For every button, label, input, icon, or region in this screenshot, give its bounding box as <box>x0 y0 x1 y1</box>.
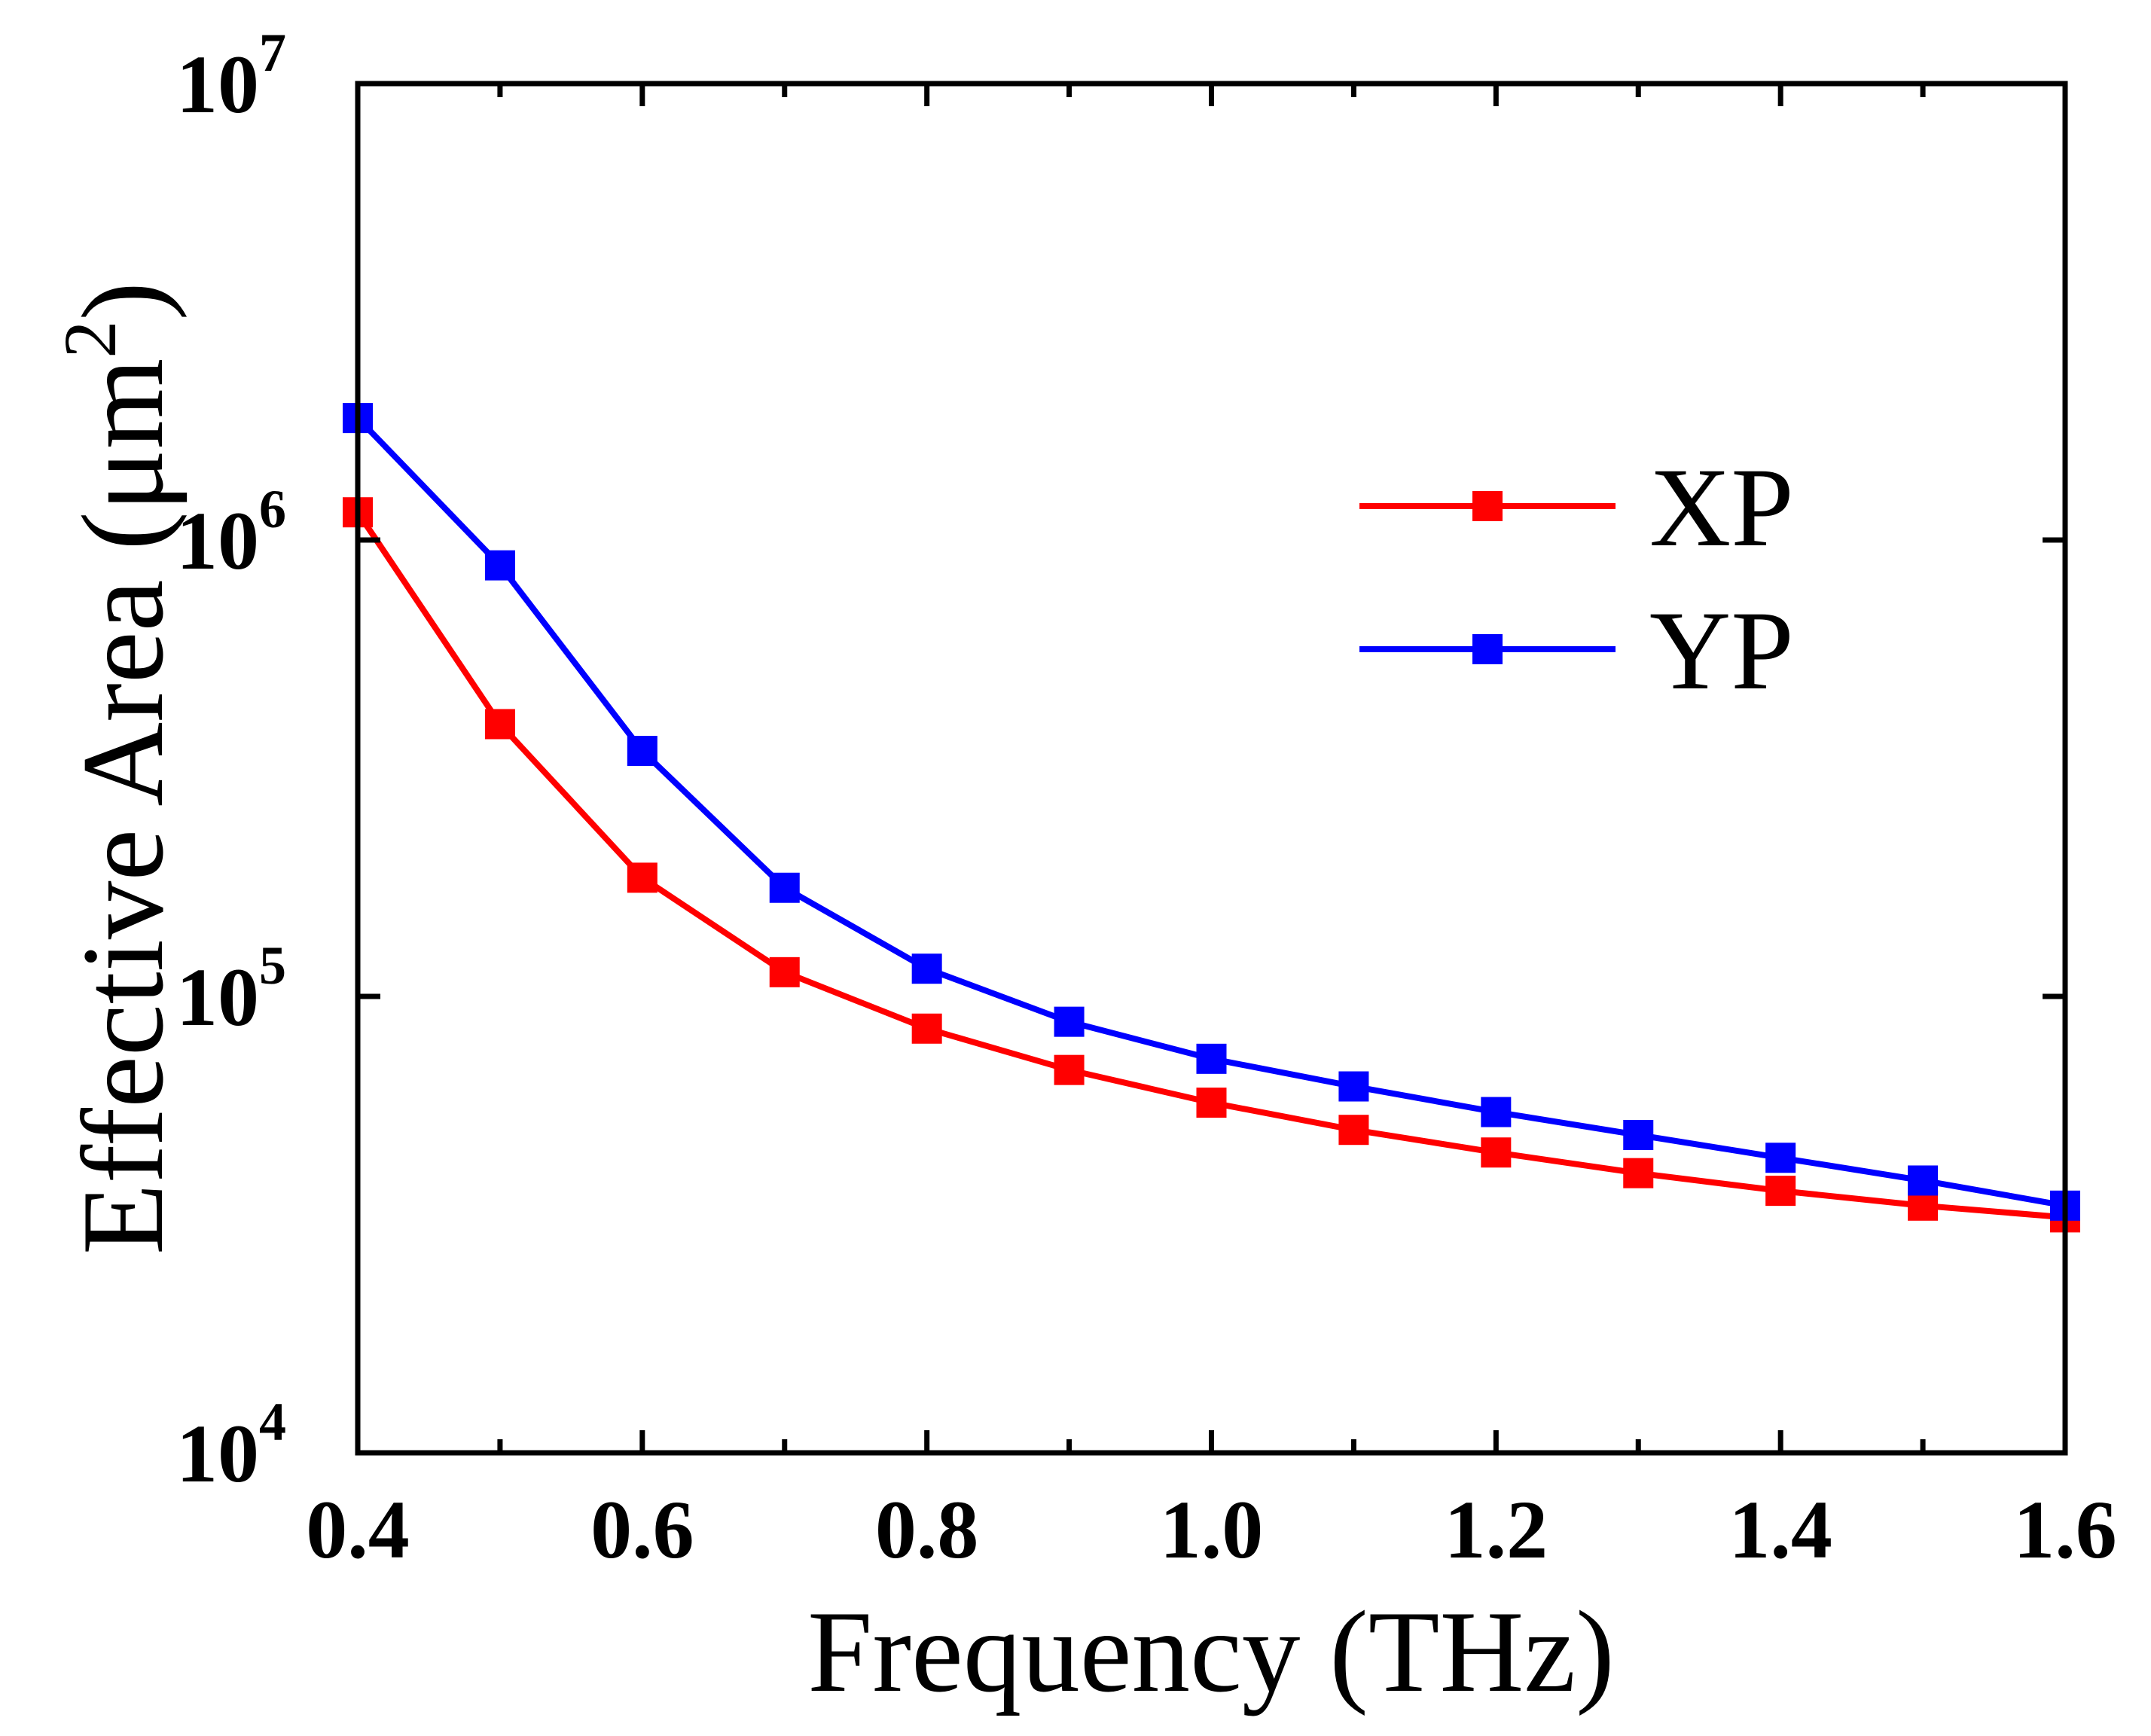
legend-marker-yp <box>1472 634 1503 664</box>
x-tick-label: 1.6 <box>2013 1484 2117 1576</box>
x-tick-label: 1.4 <box>1728 1484 1832 1576</box>
y-tick-label: 107 <box>176 23 286 130</box>
series-point-xp <box>1908 1190 1939 1221</box>
x-tick-label: 0.6 <box>590 1484 694 1576</box>
y-axis-title: Effective Area (μm2) <box>48 282 188 1255</box>
series-point-xp <box>1338 1115 1369 1146</box>
x-axis-ticks <box>355 84 2068 1453</box>
series-point-yp <box>1908 1165 1939 1196</box>
y-tick-label-exponent: 5 <box>259 935 286 996</box>
series-point-yp <box>1054 1006 1085 1037</box>
y-axis-title-exponent: 2 <box>48 321 132 358</box>
x-tick-label: 0.8 <box>875 1484 979 1576</box>
series-point-yp <box>1623 1120 1654 1151</box>
series-point-xp <box>484 709 515 740</box>
series-point-xp <box>1623 1158 1654 1188</box>
series-point-yp <box>1338 1071 1369 1102</box>
y-tick-label-exponent: 6 <box>259 479 286 539</box>
series-point-yp <box>627 736 658 767</box>
series-point-yp <box>769 872 800 903</box>
legend-label-xp: XP <box>1649 445 1794 570</box>
x-tick-label: 0.4 <box>306 1484 410 1576</box>
y-tick-label-exponent: 4 <box>259 1392 286 1452</box>
legend-marker-xp <box>1472 491 1503 521</box>
x-tick-label: 1.2 <box>1445 1484 1548 1576</box>
y-tick-label-base: 10 <box>176 1408 259 1500</box>
y-axis-title-suffix: ) <box>58 282 188 321</box>
y-axis-ticks <box>358 81 2065 1456</box>
plot-frame <box>355 81 2068 1456</box>
series-point-yp <box>484 550 515 581</box>
x-tick-label: 1.0 <box>1160 1484 1264 1576</box>
series-point-yp <box>1765 1143 1796 1173</box>
series-point-yp <box>1481 1097 1512 1127</box>
x-axis-tick-labels: 0.4 0.6 0.8 1.0 1.2 1.4 1.6 <box>306 1484 2117 1576</box>
y-axis-title-prefix: Effective Area ( <box>58 511 188 1255</box>
series-point-xp <box>1054 1054 1085 1085</box>
y-tick-label: 105 <box>176 935 286 1043</box>
series-point-xp <box>911 1013 942 1044</box>
series-point-yp <box>911 953 942 984</box>
series-point-xp <box>1481 1137 1512 1168</box>
y-tick-label-base: 10 <box>176 38 259 130</box>
series-point-xp <box>1765 1176 1796 1207</box>
y-tick-label-base: 10 <box>176 495 259 587</box>
y-tick-label: 106 <box>176 479 286 587</box>
series-point-xp <box>1196 1088 1227 1118</box>
y-tick-label-exponent: 7 <box>259 23 286 83</box>
legend-label-yp: YP <box>1649 588 1794 713</box>
series-point-yp <box>1196 1043 1227 1074</box>
y-tick-label-base: 10 <box>176 951 259 1043</box>
plot-markers <box>343 403 2080 1233</box>
series-line-yp <box>355 416 2066 1209</box>
x-axis-title: Frequency (THz) <box>807 1587 1615 1716</box>
y-tick-label: 104 <box>176 1392 286 1500</box>
legend: XP YP <box>1359 445 1794 713</box>
series-point-xp <box>769 956 800 987</box>
y-axis-title-unit: μm <box>58 358 188 512</box>
series-point-xp <box>627 862 658 893</box>
